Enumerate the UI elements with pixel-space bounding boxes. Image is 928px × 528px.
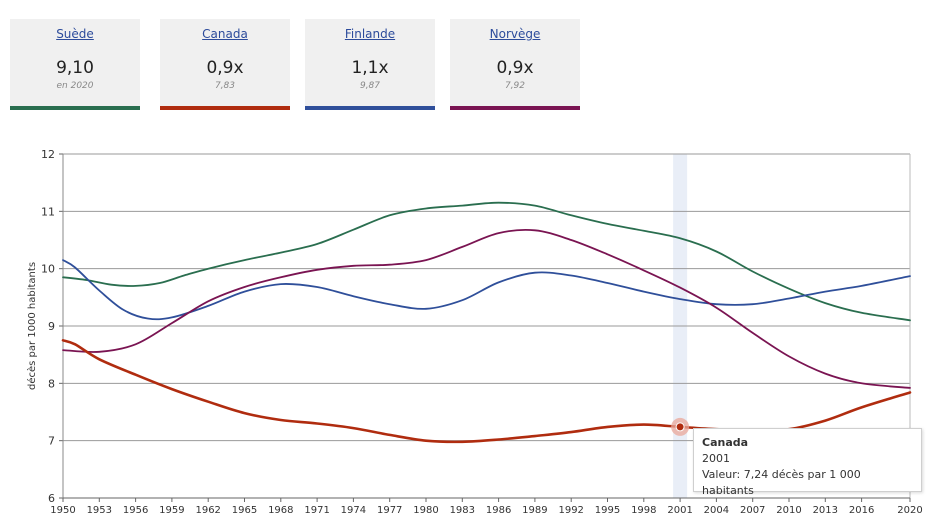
x-tick-label: 2013 — [813, 505, 838, 516]
series-line-canada — [61, 339, 912, 444]
tooltip-title: Canada — [702, 436, 749, 449]
x-tick-label: 2007 — [740, 505, 765, 516]
series-line-suede — [62, 201, 911, 322]
card-value: 0,9x — [206, 58, 244, 78]
highlight-point — [675, 422, 685, 432]
x-tick-label: 2001 — [667, 505, 692, 516]
x-tick-label: 1998 — [631, 505, 656, 516]
tooltip-value: Valeur: 7,24 décès par 1 000 habitants — [702, 468, 861, 497]
card-name-link[interactable]: Finlande — [344, 27, 396, 41]
chart-tooltip: Canada 2001 Valeur: 7,24 décès par 1 000… — [693, 428, 922, 497]
card-norvege: Norvège 0,9x 7,92 — [450, 19, 580, 110]
card-name-link[interactable]: Canada — [202, 27, 248, 41]
series-line-norvege — [62, 228, 911, 389]
x-tick-label: 1968 — [268, 505, 293, 516]
x-tick-label: 1950 — [50, 505, 75, 516]
series-line-finlande — [62, 259, 911, 321]
x-tick-label: 1989 — [522, 505, 547, 516]
x-tick-label: 2016 — [849, 505, 874, 516]
card-value: 0,9x — [496, 58, 534, 78]
y-tick-label: 6 — [48, 492, 55, 505]
x-tick-label: 1965 — [232, 505, 257, 516]
x-tick-label: 1956 — [123, 505, 148, 516]
x-tick-label: 1986 — [486, 505, 511, 516]
x-tick-label: 1992 — [558, 505, 583, 516]
card-name-link[interactable]: Norvège — [489, 27, 541, 41]
y-tick-label: 11 — [41, 205, 55, 218]
card-name-link[interactable]: Suède — [56, 27, 94, 41]
y-tick-label: 8 — [48, 377, 55, 390]
card-canada: Canada 0,9x 7,83 — [160, 19, 290, 110]
y-tick-label: 9 — [48, 320, 55, 333]
x-tick-label: 1977 — [377, 505, 402, 516]
x-tick-label: 1995 — [595, 505, 620, 516]
card-subtext: en 2020 — [56, 81, 94, 91]
card-color-bar — [305, 106, 435, 110]
x-tick-label: 1983 — [450, 505, 475, 516]
x-tick-label: 2010 — [776, 505, 801, 516]
x-tick-label: 1980 — [413, 505, 438, 516]
y-tick-label: 7 — [48, 435, 55, 448]
card-color-bar — [160, 106, 290, 110]
card-value: 9,10 — [56, 58, 94, 78]
card-color-bar — [450, 106, 580, 110]
y-tick-label: 10 — [41, 263, 55, 276]
x-tick-label: 1971 — [304, 505, 329, 516]
x-tick-label: 2004 — [704, 505, 729, 516]
card-suede: Suède 9,10 en 2020 — [10, 19, 140, 110]
card-subtext: 9,87 — [359, 81, 381, 91]
line-chart[interactable]: 6 7 8 9 10 11 12 1950 1953 1956 1959 1962 1965 1968 19… — [0, 140, 928, 528]
card-color-bar — [10, 106, 140, 110]
card-subtext: 7,92 — [504, 81, 526, 91]
card-value: 1,1x — [351, 58, 389, 78]
x-tick-label: 1974 — [341, 505, 366, 516]
x-tick-label: 1962 — [195, 505, 220, 516]
y-tick-label: 12 — [41, 148, 55, 161]
card-subtext: 7,83 — [214, 81, 236, 91]
tooltip-year: 2001 — [702, 452, 730, 465]
x-tick-label: 1959 — [159, 505, 184, 516]
x-tick-label: 1953 — [87, 505, 112, 516]
card-finlande: Finlande 1,1x 9,87 — [305, 19, 435, 110]
y-axis-label: décès par 1000 habitants — [26, 262, 38, 390]
x-tick-label: 2020 — [897, 505, 922, 516]
